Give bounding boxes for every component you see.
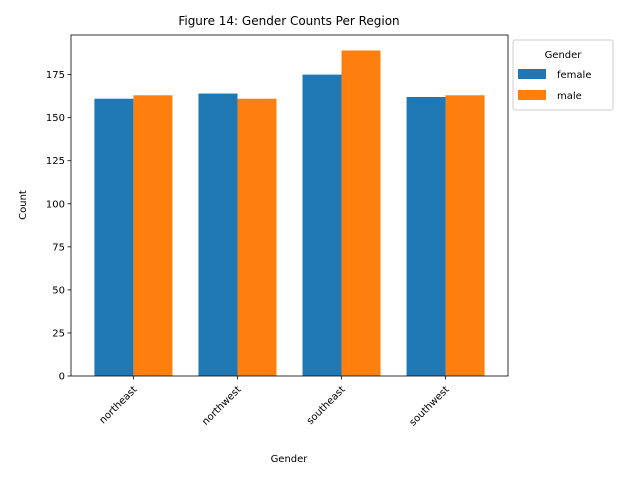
bar-male-northeast [133, 95, 173, 376]
y-tick-label: 125 [46, 156, 65, 167]
legend-label-female: female [557, 70, 591, 81]
x-axis: northeast northwest southeast southwest [98, 376, 452, 428]
bar-male-southwest [445, 95, 485, 376]
bar-male-southeast [341, 50, 381, 376]
y-axis-label: Count [18, 190, 29, 220]
bar-female-northeast [94, 98, 134, 376]
x-tick-label: northwest [200, 384, 243, 427]
legend-label-male: male [557, 91, 582, 102]
y-tick-label: 50 [52, 285, 65, 296]
y-tick-label: 25 [52, 328, 65, 339]
y-axis: 0 25 50 75 100 125 150 175 [46, 70, 71, 383]
legend-title: Gender [545, 50, 583, 61]
bar-female-northwest [198, 93, 238, 376]
x-axis-label: Gender [271, 454, 309, 465]
y-tick-label: 75 [52, 242, 65, 253]
y-tick-label: 175 [46, 70, 65, 81]
x-tick-label: southwest [408, 384, 452, 428]
x-tick-label: northeast [98, 384, 140, 426]
y-tick-label: 0 [59, 372, 65, 383]
y-tick-label: 150 [46, 113, 65, 124]
bar-female-southwest [406, 97, 446, 376]
legend: Gender female male [512, 39, 614, 111]
axes-frame [70, 34, 509, 377]
legend-swatch-male [518, 90, 546, 100]
bar-female-southeast [302, 74, 342, 377]
plot-area [70, 34, 509, 377]
bar-male-northwest [237, 98, 277, 376]
legend-swatch-female [518, 69, 546, 79]
chart-title: Figure 14: Gender Counts Per Region [178, 14, 399, 28]
x-tick-label: southeast [305, 384, 348, 427]
y-tick-label: 100 [46, 199, 65, 210]
